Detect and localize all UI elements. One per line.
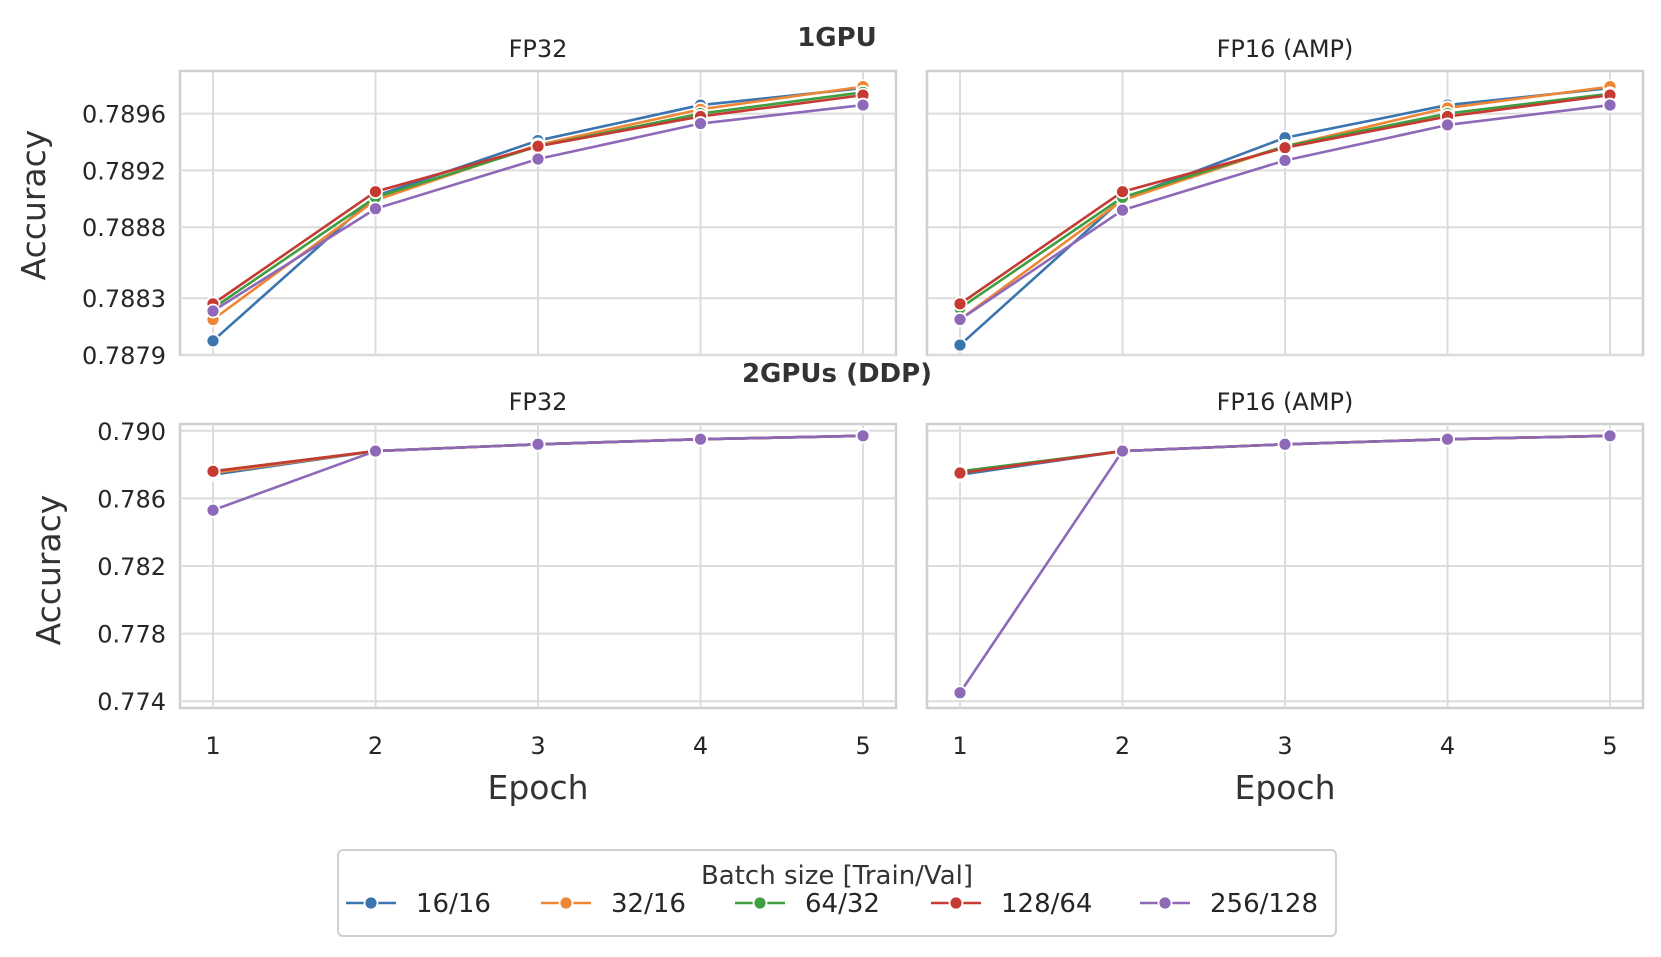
x-tick-label: 2: [1115, 732, 1130, 760]
legend-items: 16/16 32/16 64/32 128/64 256/128: [346, 889, 1318, 919]
x-tick-label: 5: [855, 732, 870, 760]
panel-0: 0.7879 0.7883 0.7888 0.7892 0.7896 FP32: [82, 35, 898, 370]
legend-marker: [558, 895, 574, 911]
x-tick-label: 1: [952, 732, 967, 760]
data-point-256-128: [530, 151, 546, 167]
data-point-256-128: [530, 436, 546, 452]
y-axis-label-bottom: Accuracy: [29, 495, 68, 646]
x-tick-label: 5: [1602, 732, 1617, 760]
legend-label: 32/16: [611, 889, 686, 919]
row-title-1gpu: 1GPU: [797, 23, 877, 53]
legend-item-256-128: 256/128: [1140, 889, 1318, 919]
x-tick-label: 3: [1277, 732, 1292, 760]
x-tick-label: 2: [368, 732, 383, 760]
data-point-128-64: [1277, 140, 1293, 156]
data-point-256-128: [693, 116, 708, 131]
panel-title: FP32: [509, 388, 568, 416]
data-point-256-128: [368, 201, 383, 217]
data-point-128-64: [952, 296, 968, 312]
y-tick-label: 0.790: [97, 418, 166, 446]
data-point-256-128: [1602, 97, 1618, 113]
legend-item-64-32: 64/32: [735, 889, 880, 919]
legend-label: 64/32: [805, 889, 880, 919]
panels-layer: 0.7879 0.7883 0.7888 0.7892 0.7896 FP32 FP16 (…: [82, 35, 1645, 760]
y-tick-label: 0.782: [97, 553, 166, 581]
panel-2: 1 2 3 4 5 0.774 0.778 0.782 0.786 0.790 FP32: [97, 388, 898, 760]
x-axis-label-right: Epoch: [1234, 768, 1335, 807]
panel-1: FP16 (AMP): [925, 35, 1645, 357]
y-tick-label: 0.7888: [82, 214, 166, 242]
legend-marker: [1157, 895, 1173, 911]
data-point-256-128: [1115, 443, 1130, 459]
legend-item-16-16: 16/16: [346, 889, 491, 919]
x-tick-label: 1: [205, 732, 220, 760]
legend-label: 16/16: [416, 889, 491, 919]
data-point-256-128: [1277, 436, 1293, 452]
data-point-256-128: [952, 685, 968, 701]
data-point-256-128: [1115, 202, 1130, 218]
legend-item-128-64: 128/64: [931, 889, 1092, 919]
data-point-256-128: [205, 502, 221, 518]
data-point-256-128: [855, 97, 871, 113]
data-point-16-16: [952, 337, 968, 353]
data-point-128-64: [952, 465, 968, 481]
data-point-128-64: [205, 463, 221, 479]
y-tick-label: 0.7883: [82, 285, 166, 313]
legend-marker: [752, 895, 768, 911]
y-tick-label: 0.774: [97, 688, 166, 716]
data-point-256-128: [205, 303, 221, 319]
y-tick-label: 0.7879: [82, 342, 166, 370]
row-title-2gpus: 2GPUs (DDP): [742, 359, 932, 389]
data-point-128-64: [368, 184, 383, 200]
data-point-256-128: [1440, 431, 1455, 447]
data-point-256-128: [1277, 153, 1293, 168]
legend-title: Batch size [Train/Val]: [701, 861, 973, 891]
panel-title: FP16 (AMP): [1217, 35, 1354, 63]
x-tick-label: 3: [530, 732, 545, 760]
panel-title: FP16 (AMP): [1217, 388, 1354, 416]
panel-3: 1 2 3 4 5 FP16 (AMP): [925, 388, 1645, 760]
data-point-256-128: [1440, 117, 1455, 133]
legend-item-32-16: 32/16: [541, 889, 686, 919]
legend-marker: [948, 895, 964, 911]
legend-box: [337, 849, 1337, 937]
legend-marker: [363, 895, 379, 911]
legend-label: 256/128: [1210, 889, 1318, 919]
y-tick-label: 0.778: [97, 621, 166, 649]
y-tick-label: 0.786: [97, 485, 166, 513]
x-axis-label-left: Epoch: [487, 768, 588, 807]
legend-label: 128/64: [1001, 889, 1092, 919]
y-tick-label: 0.7896: [82, 101, 166, 129]
data-point-256-128: [693, 431, 708, 447]
panel-title: FP32: [509, 35, 568, 63]
y-axis-label-top: Accuracy: [14, 130, 53, 281]
x-tick-label: 4: [693, 732, 708, 760]
data-point-256-128: [1602, 428, 1618, 444]
data-point-128-64: [1115, 184, 1130, 200]
data-point-256-128: [855, 428, 871, 444]
legend: Batch size [Train/Val] 16/16 32/16 64/32 12…: [337, 849, 1337, 937]
x-tick-label: 4: [1440, 732, 1455, 760]
data-point-16-16: [205, 333, 221, 349]
data-point-128-64: [530, 138, 546, 154]
data-point-256-128: [952, 312, 968, 327]
data-point-256-128: [368, 443, 383, 459]
y-tick-label: 0.7892: [82, 157, 166, 185]
